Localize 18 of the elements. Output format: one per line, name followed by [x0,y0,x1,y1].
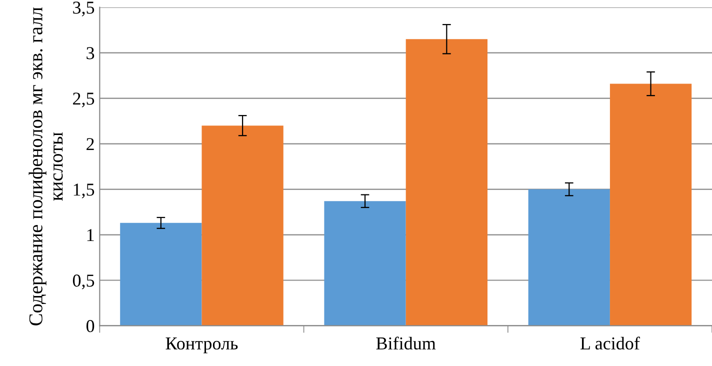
bar [406,39,488,326]
x-tick-label: L acidof [580,336,640,350]
bar [324,201,406,326]
y-tick-label: 0,5 [72,274,94,290]
y-tick-label: 1 [87,229,94,242]
y-tick-label: 3,5 [73,2,94,16]
bar [120,222,202,326]
bar [610,84,692,326]
y-axis-title: Содержание полифенолов мг экв. галл кислоты [28,7,63,326]
x-tick-label: Контроль [166,338,238,354]
y-tick-label: 0 [86,320,94,332]
y-tick-label: 2,5 [73,92,94,108]
x-tick-label: Bifidum [376,336,436,350]
y-tick-label: 1,5 [74,184,94,198]
y-tick-label: 3 [86,47,94,60]
y-tick-label: 2 [86,138,94,150]
bar [528,189,610,326]
bar [202,126,284,326]
